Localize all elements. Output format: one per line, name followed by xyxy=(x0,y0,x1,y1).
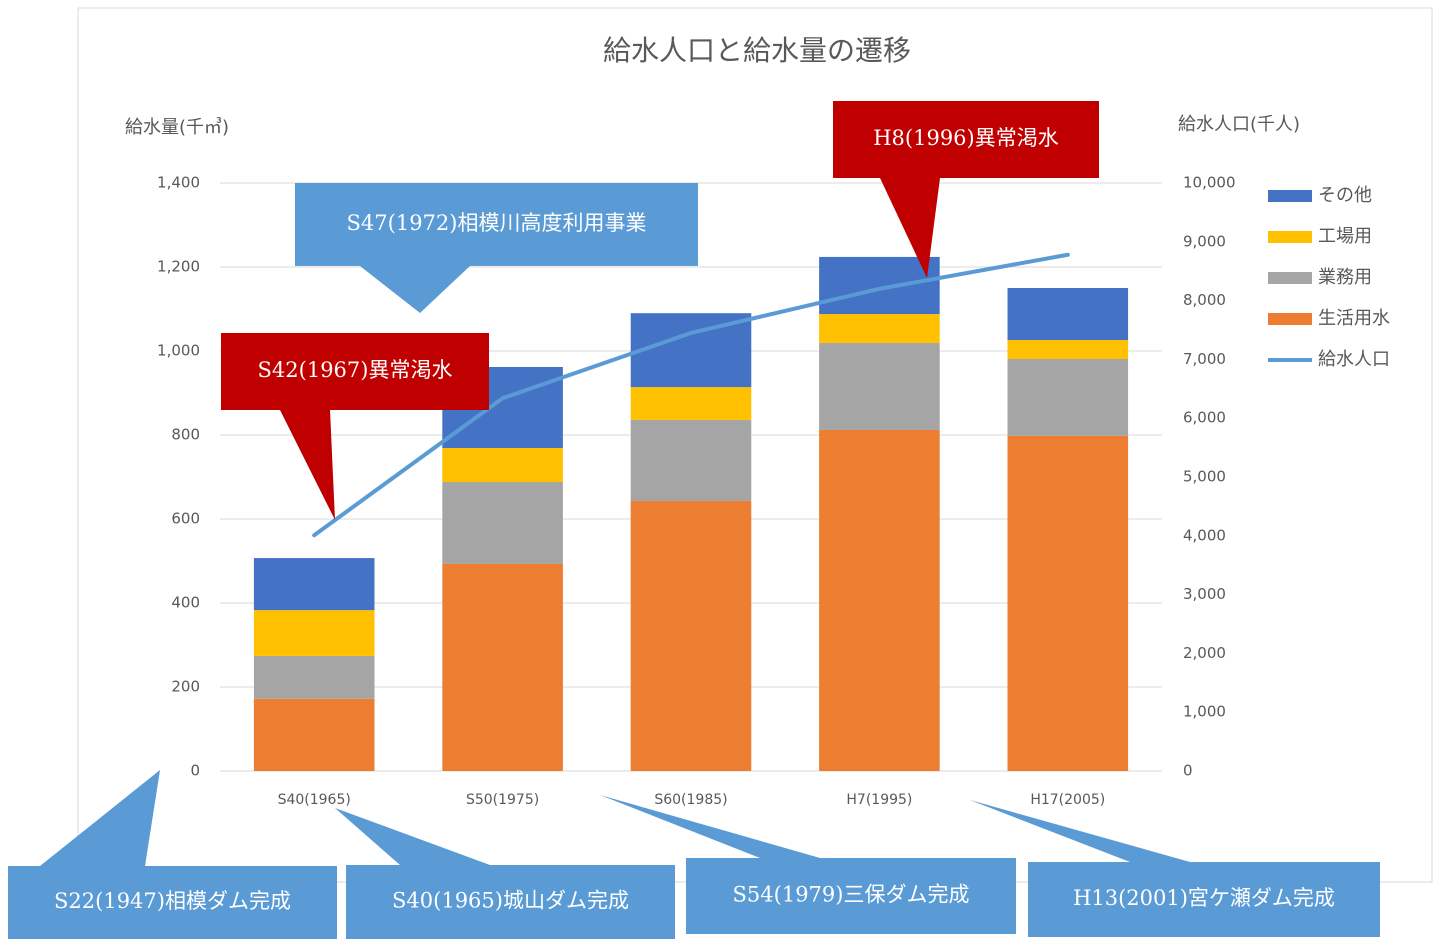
bar xyxy=(442,448,563,483)
y2-tick-label: 7,000 xyxy=(1183,350,1226,368)
line-series xyxy=(312,252,1070,538)
y-tick-label: 800 xyxy=(171,426,200,444)
callout-text: H13(2001)宮ケ瀬ダム完成 xyxy=(1073,886,1335,910)
callout-pointer xyxy=(280,410,335,520)
y2-tick-label: 2,000 xyxy=(1183,644,1226,662)
y-axis-title: 給水量(千㎥) xyxy=(125,117,229,138)
bar xyxy=(442,482,563,564)
bar xyxy=(630,500,752,771)
legend-swatch xyxy=(1268,272,1312,284)
x-tick-label: S50(1975) xyxy=(466,792,539,808)
bar xyxy=(630,419,752,501)
legend-swatch xyxy=(1268,313,1312,325)
y-tick-label: 1,200 xyxy=(157,258,200,276)
x-tick-label: S40(1965) xyxy=(278,792,351,808)
callout-box xyxy=(833,101,1099,178)
callout-text: S42(1967)異常渇水 xyxy=(258,358,453,382)
y-tick-label: 1,400 xyxy=(157,174,200,192)
callout-box xyxy=(8,866,337,939)
callout-box xyxy=(1028,862,1380,937)
bar xyxy=(1007,435,1129,771)
chart-title: 給水人口と給水量の遷移 xyxy=(603,34,911,67)
y2-tick-label: 4,000 xyxy=(1183,526,1226,544)
bar xyxy=(253,698,375,771)
bar xyxy=(1007,288,1129,341)
bar xyxy=(253,610,375,656)
legend-label: 工場用 xyxy=(1318,226,1372,247)
x-tick-label: S60(1985) xyxy=(654,792,727,808)
callout-text: S47(1972)相模川高度利用事業 xyxy=(347,211,647,235)
callout-pointer xyxy=(880,178,940,278)
bar xyxy=(253,655,375,699)
y2-tick-label: 3,000 xyxy=(1183,585,1226,603)
bar xyxy=(1007,358,1129,436)
y2-tick-label: 8,000 xyxy=(1183,291,1226,309)
y-tick-label: 1,000 xyxy=(157,342,200,360)
callout-text: S22(1947)相模ダム完成 xyxy=(54,889,291,913)
legend-label: 給水人口 xyxy=(1318,349,1390,370)
bar xyxy=(630,387,752,420)
y-tick-label: 0 xyxy=(190,762,200,780)
callout-box xyxy=(686,858,1016,934)
bar xyxy=(253,558,375,611)
y2-tick-label: 1,000 xyxy=(1183,703,1226,721)
y2-tick-label: 0 xyxy=(1183,762,1193,780)
legend-swatch xyxy=(1268,190,1312,202)
bar xyxy=(819,343,940,430)
callout-box xyxy=(295,183,698,266)
y2-tick-label: 6,000 xyxy=(1183,409,1226,427)
callout-pointer xyxy=(600,795,820,858)
callout-box xyxy=(346,865,675,939)
legend-swatch xyxy=(1268,231,1312,243)
callout-text: S54(1979)三保ダム完成 xyxy=(733,883,970,907)
y2-axis-title: 給水人口(千人) xyxy=(1178,114,1300,135)
bar xyxy=(819,429,940,771)
bar xyxy=(442,563,563,771)
legend-label: 生活用水 xyxy=(1318,308,1390,329)
legend-label: その他 xyxy=(1318,185,1372,206)
y-tick-label: 600 xyxy=(171,510,200,528)
y2-tick-label: 10,000 xyxy=(1183,174,1236,192)
x-tick-label: H17(2005) xyxy=(1030,792,1105,808)
legend-label: 業務用 xyxy=(1318,267,1372,288)
y2-tick-label: 9,000 xyxy=(1183,232,1226,250)
callout-text: S40(1965)城山ダム完成 xyxy=(392,889,629,913)
callout-pointer xyxy=(360,266,470,313)
bar xyxy=(819,256,940,315)
callout-pointer xyxy=(970,800,1190,862)
bar xyxy=(819,314,940,344)
x-tick-label: H7(1995) xyxy=(846,792,912,808)
callout-pointer xyxy=(40,770,160,866)
callout-pointer xyxy=(335,808,490,865)
y2-tick-label: 5,000 xyxy=(1183,468,1226,486)
callout-text: H8(1996)異常渇水 xyxy=(873,126,1059,150)
callout-box xyxy=(221,333,489,410)
y-tick-label: 400 xyxy=(171,594,200,612)
bar xyxy=(1007,340,1129,359)
y-tick-label: 200 xyxy=(171,678,200,696)
